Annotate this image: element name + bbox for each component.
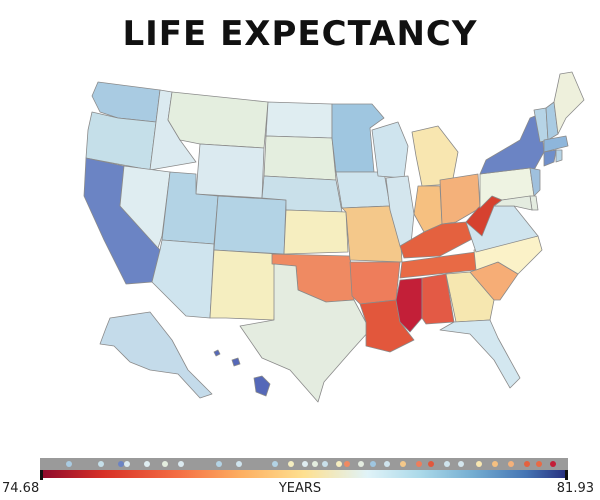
page-title: LIFE EXPECTANCY bbox=[122, 14, 478, 54]
states-layer bbox=[83, 71, 585, 403]
legend-dot bbox=[524, 461, 530, 467]
state-new-york bbox=[479, 113, 545, 175]
state-alabama bbox=[421, 273, 455, 325]
legend-dot bbox=[178, 461, 184, 467]
legend-dots bbox=[40, 458, 568, 470]
legend-dot bbox=[336, 461, 342, 467]
state-north-dakota bbox=[265, 101, 333, 139]
state-wyoming bbox=[195, 143, 265, 199]
legend-min-tick bbox=[40, 470, 43, 480]
legend-dot bbox=[322, 461, 328, 467]
legend-dot bbox=[458, 461, 464, 467]
legend-dot bbox=[416, 461, 422, 467]
state-florida bbox=[439, 319, 521, 389]
legend-distribution-strip bbox=[40, 458, 568, 470]
legend-dot bbox=[476, 461, 482, 467]
legend-dot bbox=[492, 461, 498, 467]
us-map bbox=[83, 71, 585, 403]
legend-dot bbox=[302, 461, 308, 467]
state-hawaii bbox=[213, 349, 271, 397]
legend-dot bbox=[216, 461, 222, 467]
legend-dot bbox=[384, 461, 390, 467]
state-connecticut bbox=[543, 149, 557, 167]
legend-dot bbox=[536, 461, 542, 467]
state-new-mexico bbox=[209, 249, 279, 321]
legend-dot bbox=[98, 461, 104, 467]
state-wisconsin bbox=[371, 121, 409, 179]
state-texas bbox=[239, 263, 371, 403]
state-michigan bbox=[411, 125, 459, 187]
state-arkansas bbox=[349, 261, 401, 305]
state-massachusetts bbox=[543, 135, 569, 153]
state-new-jersey bbox=[529, 167, 541, 197]
state-south-dakota bbox=[263, 135, 337, 181]
state-colorado bbox=[213, 195, 287, 255]
state-ohio bbox=[439, 173, 481, 225]
legend-color-bar bbox=[40, 470, 568, 478]
legend-dot bbox=[288, 461, 294, 467]
legend-dot bbox=[236, 461, 242, 467]
state-arizona bbox=[151, 239, 215, 319]
legend-dot bbox=[272, 461, 278, 467]
legend-dot bbox=[66, 461, 72, 467]
legend-dot bbox=[162, 461, 168, 467]
legend-max-tick bbox=[565, 470, 568, 480]
legend-dot bbox=[370, 461, 376, 467]
legend-dot bbox=[312, 461, 318, 467]
state-iowa bbox=[335, 171, 391, 209]
legend-dot bbox=[550, 461, 556, 467]
state-rhode-island bbox=[555, 149, 563, 163]
legend-dot bbox=[124, 461, 130, 467]
legend-dot bbox=[508, 461, 514, 467]
legend-dot bbox=[358, 461, 364, 467]
legend-dot bbox=[344, 461, 350, 467]
state-minnesota bbox=[331, 103, 385, 173]
legend-dot bbox=[118, 461, 124, 467]
legend-dot bbox=[444, 461, 450, 467]
legend-min-label: 74.68 bbox=[2, 481, 40, 496]
legend-dot bbox=[400, 461, 406, 467]
state-montana bbox=[167, 91, 269, 149]
state-alaska bbox=[99, 311, 213, 399]
legend-dot bbox=[428, 461, 434, 467]
state-kansas bbox=[283, 209, 349, 255]
legend-dot bbox=[144, 461, 150, 467]
legend-unit-label: YEARS bbox=[278, 481, 322, 496]
state-georgia bbox=[445, 271, 495, 323]
legend-max-label: 81.93 bbox=[556, 481, 594, 496]
state-indiana bbox=[413, 185, 443, 233]
state-maryland bbox=[493, 195, 533, 211]
state-maine bbox=[553, 71, 585, 135]
state-nevada bbox=[119, 165, 171, 249]
